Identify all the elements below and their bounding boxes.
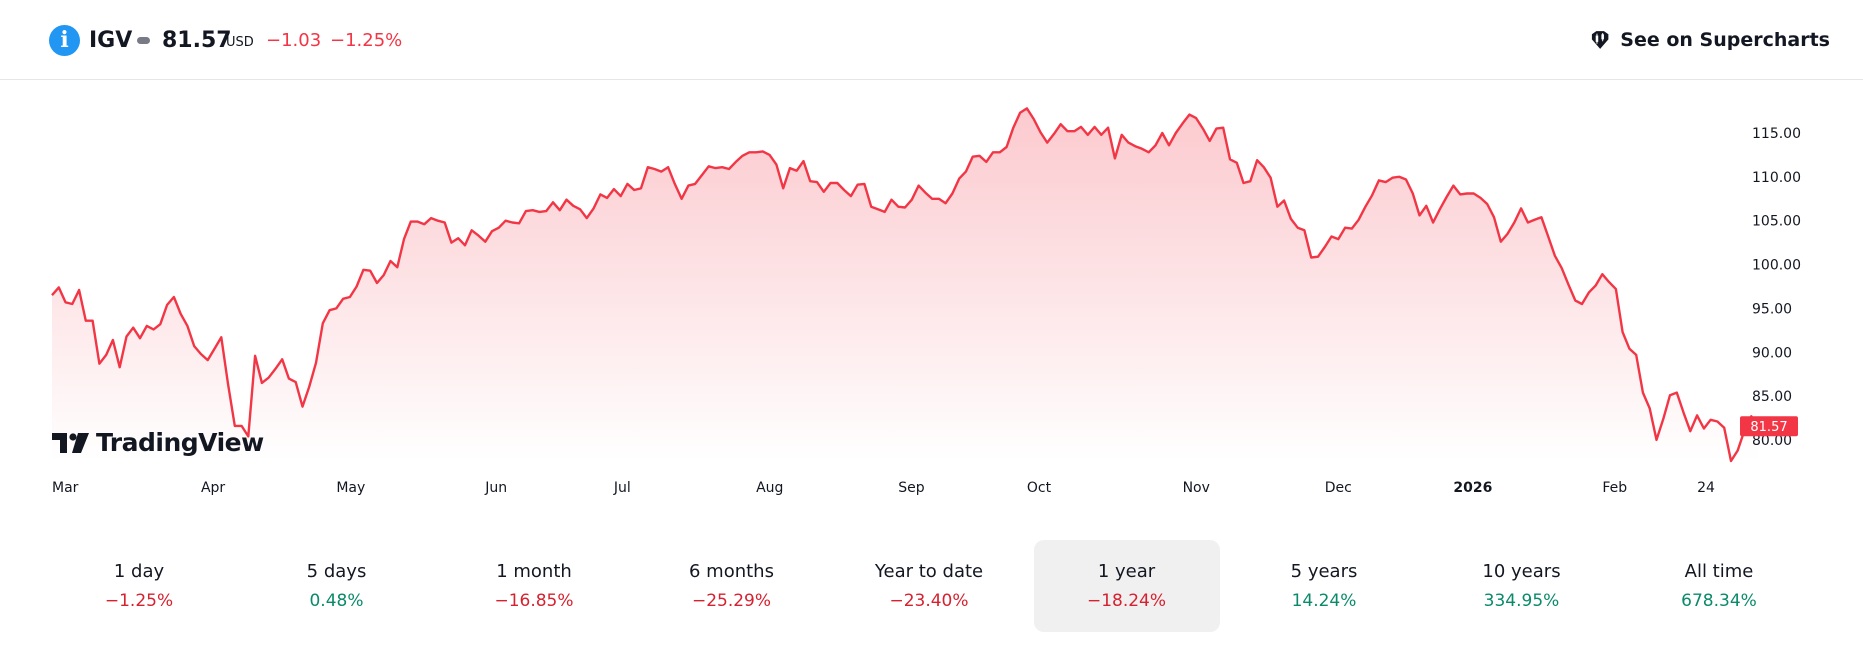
x-tick-label: Dec: [1325, 480, 1352, 496]
period-option[interactable]: Year to date −23.40%: [836, 540, 1022, 632]
price-line: [51, 107, 1759, 463]
period-change-value: −1.25%: [104, 591, 174, 611]
period-change-value: 14.24%: [1291, 591, 1357, 611]
tradingview-logo[interactable]: TradingView: [52, 428, 264, 457]
period-change-value: −25.29%: [691, 591, 772, 611]
x-tick-label: Jul: [613, 480, 631, 496]
period-label: 1 day: [113, 561, 165, 582]
period-label: All time: [1684, 561, 1754, 582]
currency-label: USD: [226, 35, 254, 50]
x-tick-label: 2026: [1453, 480, 1492, 496]
x-axis: Mar Apr May Jun Jul Aug Sep Oct Nov Dec 2026 Feb 24: [52, 480, 1715, 496]
price-chart[interactable]: 115.00 110.00 105.00 100.00 95.00 90.00 85.00 8…: [0, 80, 1863, 500]
period-label: 1 month: [496, 561, 572, 582]
y-tick-label: 105.00: [1752, 214, 1801, 230]
y-tick-label: 80.00: [1752, 433, 1792, 449]
price-change-percent: −1.25%: [330, 30, 403, 51]
supercharts-label: See on Supercharts: [1620, 29, 1830, 51]
period-selector: 1 day −1.25% 5 days 0.48% 1 month −16.85% 6 mo…: [40, 540, 1830, 632]
x-tick-label: Aug: [756, 480, 783, 496]
y-tick-label: 110.00: [1752, 170, 1801, 186]
x-tick-label: Jun: [484, 480, 507, 496]
y-axis: 115.00 110.00 105.00 100.00 95.00 90.00 85.00 8…: [1752, 126, 1801, 449]
price-change: −1.03: [266, 30, 322, 51]
y-tick-label: 90.00: [1752, 345, 1792, 361]
last-price-tag: 81.57: [1740, 416, 1798, 437]
period-label: 6 months: [689, 561, 774, 582]
period-option[interactable]: 5 days 0.48%: [244, 540, 430, 632]
x-tick-label: Apr: [201, 480, 225, 496]
period-change-value: −23.40%: [889, 591, 969, 611]
period-option[interactable]: All time 678.34%: [1626, 540, 1812, 632]
x-tick-label: 24: [1697, 480, 1715, 496]
symbol-header: i IGV 81.57 USD −1.03 −1.25% See on Supe…: [0, 0, 1863, 80]
supercharts-icon: [1591, 31, 1609, 49]
period-label: 10 years: [1482, 561, 1561, 582]
see-on-supercharts-link[interactable]: See on Supercharts: [1590, 22, 1830, 58]
ticker-symbol[interactable]: IGV: [89, 28, 133, 53]
y-tick-label: 95.00: [1752, 301, 1792, 317]
x-tick-label: Nov: [1183, 480, 1210, 496]
period-option[interactable]: 1 day −1.25%: [46, 540, 232, 632]
last-price-tag-bg: [1740, 416, 1798, 437]
period-option[interactable]: 10 years 334.95%: [1429, 540, 1615, 632]
x-tick-label: May: [336, 480, 365, 496]
market-status-icon: [137, 37, 150, 44]
period-option[interactable]: 1 month −16.85%: [441, 540, 627, 632]
period-change-value: 678.34%: [1681, 591, 1757, 611]
period-change-value: −18.24%: [1086, 591, 1167, 611]
period-change-value: 0.48%: [309, 591, 364, 611]
last-price: 81.57: [162, 28, 232, 53]
price-area: [52, 108, 1758, 462]
period-change-value: 334.95%: [1483, 591, 1560, 611]
last-price-tag-label: 81.57: [1750, 420, 1787, 435]
period-label: 1 year: [1097, 561, 1156, 582]
period-label: Year to date: [874, 561, 984, 582]
tradingview-logo-text: TradingView: [96, 428, 264, 457]
x-tick-label: Sep: [898, 480, 925, 496]
period-label: 5 days: [306, 561, 367, 582]
period-option[interactable]: 6 months −25.29%: [639, 540, 825, 632]
x-tick-label: Mar: [52, 480, 79, 496]
y-tick-label: 85.00: [1752, 389, 1792, 405]
x-tick-label: Oct: [1027, 480, 1052, 496]
tradingview-logo-icon: [52, 432, 89, 453]
period-label: 5 years: [1290, 561, 1358, 582]
period-option[interactable]: 1 year −18.24%: [1033, 540, 1220, 632]
period-change-value: −16.85%: [494, 591, 574, 611]
y-tick-label: 100.00: [1752, 258, 1801, 274]
y-tick-label: 115.00: [1752, 126, 1801, 142]
period-option[interactable]: 5 years 14.24%: [1231, 540, 1417, 632]
info-icon[interactable]: i: [49, 25, 80, 56]
x-tick-label: Feb: [1602, 480, 1627, 496]
